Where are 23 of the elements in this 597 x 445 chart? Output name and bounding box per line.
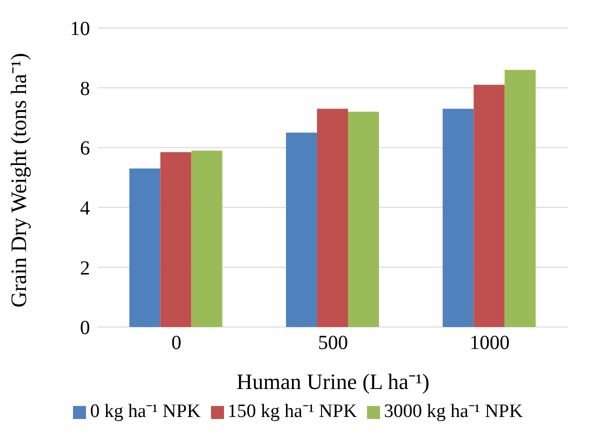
bar (348, 112, 379, 327)
y-axis-title: Grain Dry Weight (tons ha⁻¹) (6, 52, 31, 308)
bar (286, 132, 317, 327)
y-tick-label: 6 (80, 138, 90, 160)
y-tick-label: 10 (70, 18, 90, 40)
y-tick-label: 2 (80, 257, 90, 280)
y-tick-label: 4 (80, 198, 90, 220)
bar (191, 150, 222, 327)
x-tick-label: 1000 (470, 332, 510, 354)
bar (474, 84, 505, 327)
x-tick-label: 500 (318, 332, 348, 354)
legend-label: 3000 kg ha⁻¹ NPK (384, 401, 523, 422)
x-axis-title: Human Urine (L ha⁻¹) (236, 369, 430, 394)
bar (160, 152, 192, 327)
y-tick-label: 0 (80, 317, 90, 340)
x-tick-label: 0 (171, 332, 182, 354)
legend-label: 150 kg ha⁻¹ NPK (228, 401, 357, 422)
bar (317, 108, 348, 327)
legend-label: 0 kg ha⁻¹ NPK (90, 401, 201, 422)
y-tick-label: 8 (80, 78, 90, 100)
bar (442, 108, 474, 327)
bar (129, 168, 160, 327)
bar (504, 70, 536, 327)
